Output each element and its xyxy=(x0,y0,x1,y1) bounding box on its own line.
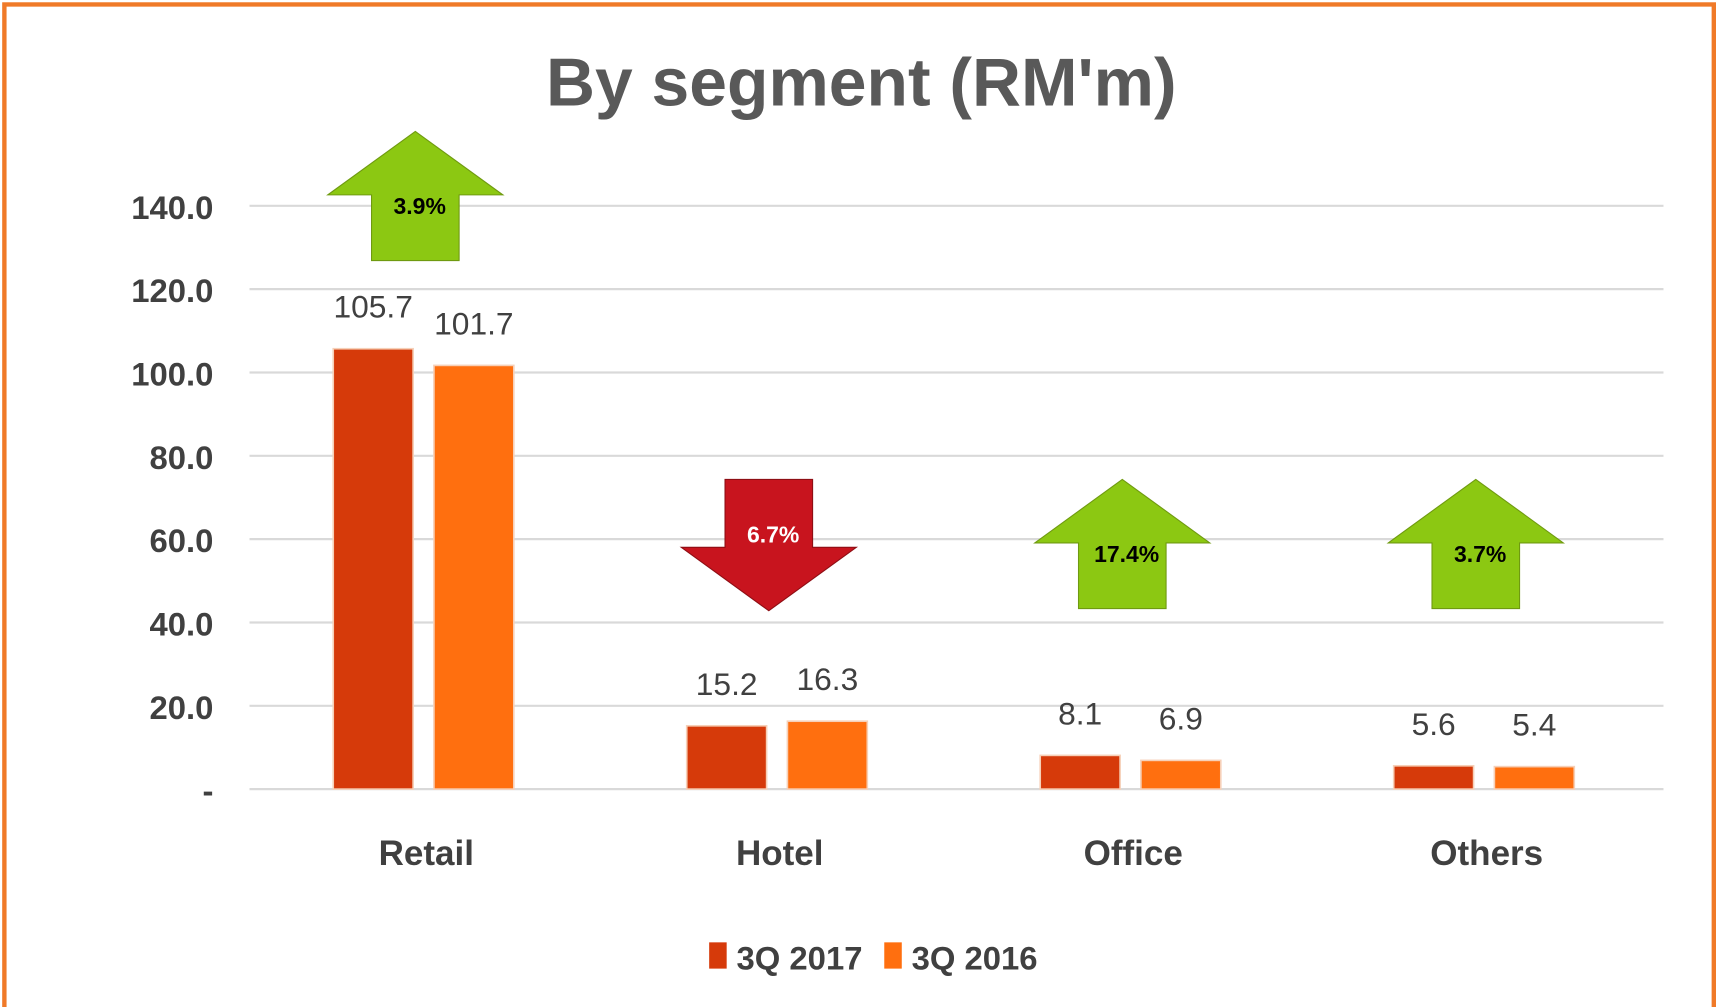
arrow xyxy=(1033,478,1212,610)
arrow-label: 3.9% xyxy=(394,193,446,219)
y-tick-label: 120.0 xyxy=(131,272,213,309)
y-tick-label: 20.0 xyxy=(149,689,213,726)
chart-title: By segment (RM'm) xyxy=(546,46,1177,121)
x-tick-label: Office xyxy=(1084,834,1183,873)
arrow-label: 17.4% xyxy=(1094,541,1159,567)
y-tick-label: 40.0 xyxy=(149,606,213,643)
bar xyxy=(1039,754,1121,790)
arrow xyxy=(679,478,859,612)
y-tick-label: 140.0 xyxy=(131,189,213,226)
bar xyxy=(1493,765,1576,790)
value-label: 15.2 xyxy=(696,666,758,702)
x-tick-label: Hotel xyxy=(736,834,824,873)
y-tick-label: 80.0 xyxy=(149,439,213,476)
arrow-label: 3.7% xyxy=(1454,541,1506,567)
arrow-label: 6.7% xyxy=(747,521,799,547)
value-label: 5.6 xyxy=(1412,706,1456,742)
legend-label: 3Q 2017 xyxy=(737,940,863,977)
legend-swatch xyxy=(884,942,902,969)
x-tick-label: Retail xyxy=(379,834,474,873)
value-label: 5.4 xyxy=(1512,707,1556,743)
bar xyxy=(1392,764,1475,790)
value-label: 8.1 xyxy=(1058,695,1102,731)
value-label: 16.3 xyxy=(796,661,858,697)
bar xyxy=(786,720,869,790)
y-tick-label: 60.0 xyxy=(149,522,213,559)
value-label: 105.7 xyxy=(333,289,412,325)
legend-swatch xyxy=(709,942,727,969)
bar xyxy=(1140,759,1222,790)
y-tick-label: 100.0 xyxy=(131,356,213,393)
arrow xyxy=(326,130,505,262)
legend-label: 3Q 2016 xyxy=(912,940,1038,977)
x-tick-label: Others xyxy=(1430,834,1543,873)
bar xyxy=(433,364,515,790)
value-label: 101.7 xyxy=(434,305,513,341)
bar xyxy=(332,347,414,790)
bar xyxy=(685,724,768,790)
y-tick-label: - xyxy=(202,772,213,809)
arrow xyxy=(1386,478,1566,610)
value-label: 6.9 xyxy=(1159,700,1203,736)
